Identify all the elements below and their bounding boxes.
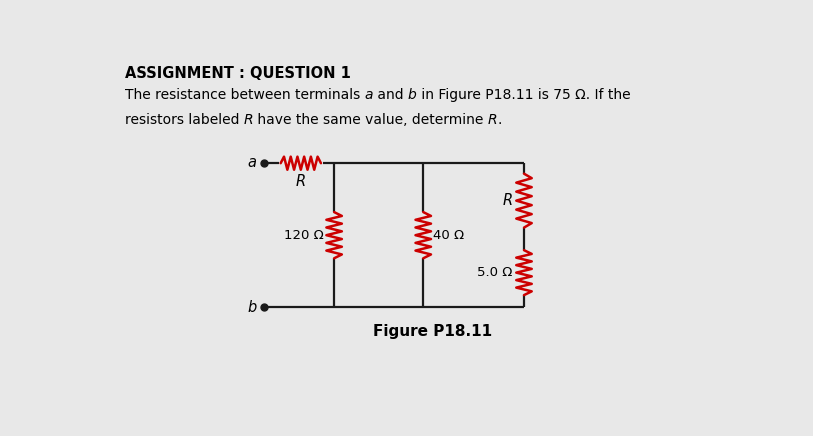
Text: R: R [296,174,306,189]
Text: resistors labeled: resistors labeled [125,113,244,127]
Text: b: b [408,88,417,102]
Text: 120 Ω: 120 Ω [285,229,324,242]
Text: Figure P18.11: Figure P18.11 [373,324,493,339]
Text: 5.0 Ω: 5.0 Ω [477,266,512,279]
Text: and: and [373,88,408,102]
Text: 40 Ω: 40 Ω [433,229,463,242]
Text: b: b [247,300,257,315]
Text: ASSIGNMENT : QUESTION 1: ASSIGNMENT : QUESTION 1 [125,66,350,81]
Text: R: R [502,193,512,208]
Text: R: R [244,113,254,127]
Text: a: a [364,88,373,102]
Text: a: a [248,155,257,170]
Text: R: R [488,113,498,127]
Text: The resistance between terminals: The resistance between terminals [125,88,364,102]
Text: have the same value, determine: have the same value, determine [254,113,488,127]
Text: in Figure P18.11 is 75 Ω. If the: in Figure P18.11 is 75 Ω. If the [417,88,630,102]
Text: .: . [498,113,502,127]
